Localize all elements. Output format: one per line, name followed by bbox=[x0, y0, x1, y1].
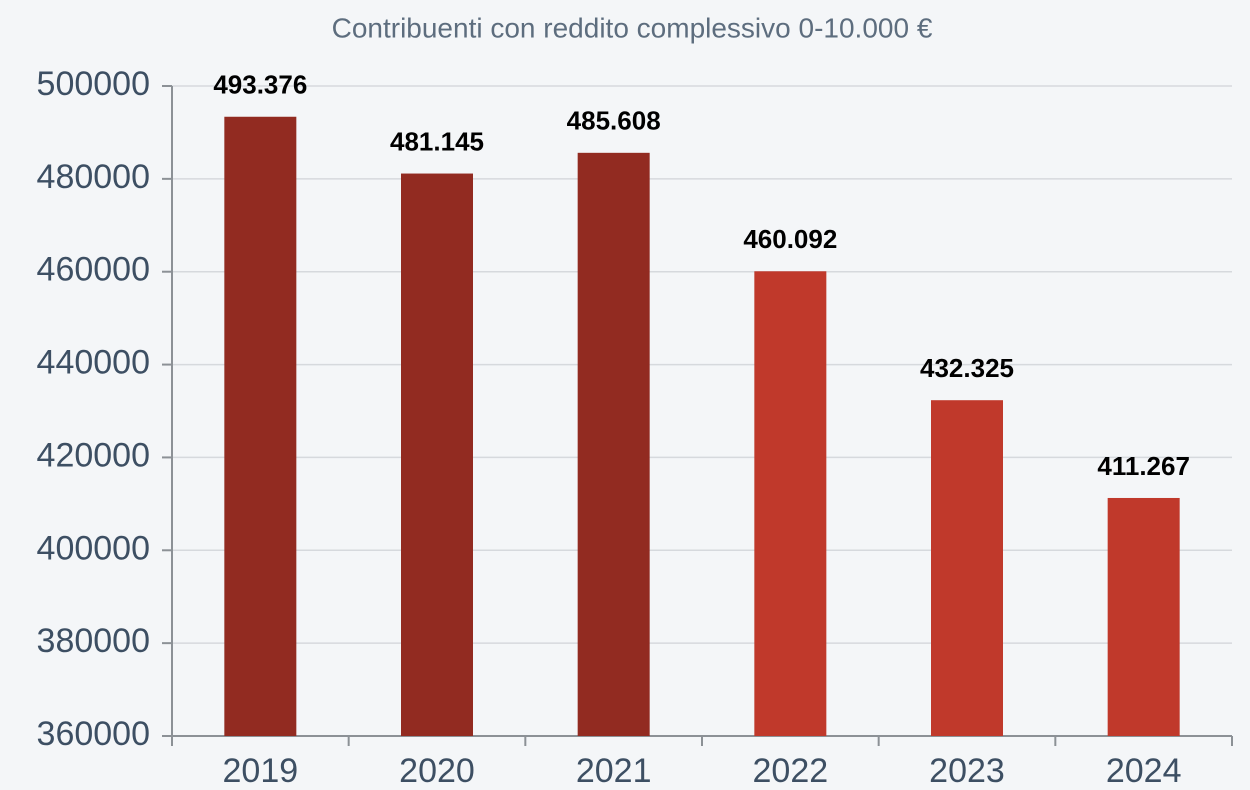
data-label: 460.092 bbox=[743, 224, 837, 254]
bar bbox=[577, 152, 650, 736]
bar bbox=[931, 400, 1003, 736]
bar bbox=[224, 116, 297, 737]
bar bbox=[1107, 497, 1180, 736]
data-label: 493.376 bbox=[213, 70, 307, 100]
data-label: 432.325 bbox=[920, 353, 1014, 383]
x-tick-label: 2021 bbox=[576, 752, 652, 790]
y-tick-label: 500000 bbox=[37, 65, 150, 103]
y-tick-label: 480000 bbox=[37, 158, 150, 196]
x-tick-label: 2023 bbox=[929, 752, 1005, 790]
chart-title: Contribuenti con reddito complessivo 0-1… bbox=[332, 12, 933, 43]
y-tick-label: 460000 bbox=[37, 251, 150, 289]
data-label: 481.145 bbox=[390, 126, 484, 156]
y-tick-label: 360000 bbox=[37, 715, 150, 753]
x-tick-label: 2024 bbox=[1106, 752, 1182, 790]
y-tick-label: 400000 bbox=[37, 529, 150, 567]
bar bbox=[401, 173, 473, 736]
y-tick-label: 420000 bbox=[37, 436, 150, 474]
y-tick-label: 440000 bbox=[37, 344, 150, 382]
bar bbox=[754, 271, 827, 736]
data-label: 485.608 bbox=[567, 106, 661, 136]
x-tick-label: 2022 bbox=[753, 752, 829, 790]
data-label: 411.267 bbox=[1097, 451, 1190, 481]
y-tick-label: 380000 bbox=[37, 622, 150, 660]
x-tick-label: 2019 bbox=[223, 752, 299, 790]
x-tick-label: 2020 bbox=[399, 752, 475, 790]
